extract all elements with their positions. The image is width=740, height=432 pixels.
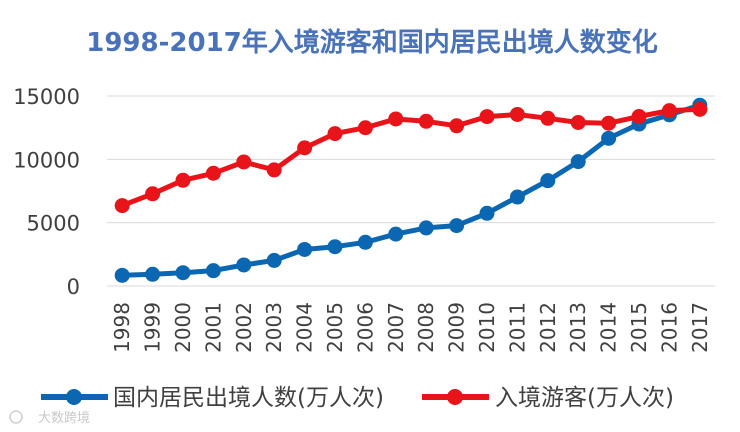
watermark: 大数跨境	[9, 410, 90, 426]
series-0-point-2011	[509, 189, 525, 205]
series-0-point-2014	[601, 130, 617, 146]
series-0-point-2001	[205, 263, 221, 279]
x-tick-label-2012: 2012	[536, 302, 560, 353]
legend: 国内居民出境人数(万人次) 入境游客(万人次)	[41, 385, 674, 411]
x-tick-label-2007: 2007	[384, 302, 408, 353]
series-1-point-1999	[145, 186, 161, 202]
series-0-line	[122, 102, 701, 278]
series-1-point-2017	[692, 101, 708, 117]
x-tick-label-2016: 2016	[657, 302, 681, 353]
series-0-point-2012	[540, 173, 556, 189]
series-0-point-2009	[449, 218, 465, 234]
y-tick-label-5000: 5000	[27, 212, 80, 236]
x-tick-label-2001: 2001	[201, 302, 225, 353]
y-axis-ticks: 0 5000 10000 15000	[13, 85, 80, 299]
x-tick-label-2000: 2000	[171, 302, 195, 353]
legend-outbound-label: 国内居民出境人数(万人次)	[113, 385, 384, 411]
x-tick-label-2015: 2015	[627, 302, 651, 353]
x-tick-label-2014: 2014	[597, 302, 621, 353]
x-tick-label-2008: 2008	[414, 302, 438, 353]
x-tick-label-2002: 2002	[232, 302, 256, 353]
series-1-point-2005	[327, 126, 343, 142]
series-1-point-2012	[540, 110, 556, 126]
series-1-point-2009	[449, 118, 465, 134]
watermark-logo-icon	[9, 410, 23, 424]
y-tick-label-15000: 15000	[13, 85, 80, 109]
x-tick-label-2017: 2017	[688, 302, 712, 353]
series-1-point-2016	[661, 103, 677, 119]
series-1-point-2006	[357, 120, 373, 136]
legend-outbound-marker	[66, 389, 82, 405]
x-tick-label-2005: 2005	[323, 302, 347, 353]
series-0-point-2002	[236, 257, 252, 273]
series-0-point-2004	[297, 241, 313, 257]
x-tick-label-2011: 2011	[505, 302, 529, 353]
series-1-point-2004	[297, 140, 313, 156]
series-0-point-2008	[418, 220, 434, 236]
y-tick-label-10000: 10000	[13, 148, 80, 172]
series-0	[114, 97, 708, 283]
series-1-point-2010	[479, 109, 495, 125]
series-0-point-2003	[266, 252, 282, 268]
series-0-point-2010	[479, 205, 495, 221]
series-1-point-2001	[205, 165, 221, 181]
series-1-point-2008	[418, 113, 434, 129]
legend-item-inbound: 入境游客(万人次)	[422, 385, 674, 411]
series-0-point-2006	[357, 234, 373, 250]
series-1-point-2015	[631, 108, 647, 124]
y-tick-label-0: 0	[67, 275, 80, 299]
series-1-point-2011	[509, 106, 525, 122]
legend-inbound-label: 入境游客(万人次)	[495, 385, 674, 411]
x-tick-label-1999: 1999	[141, 302, 165, 353]
series-1-point-1998	[114, 198, 130, 214]
x-tick-label-2003: 2003	[262, 302, 286, 353]
series-1-point-2013	[570, 114, 586, 130]
series-1-point-2007	[388, 111, 404, 127]
x-tick-label-1998: 1998	[110, 302, 134, 353]
series-0-point-1998	[114, 267, 130, 283]
x-tick-label-2013: 2013	[566, 302, 590, 353]
x-tick-label-2006: 2006	[353, 302, 377, 353]
series-0-point-2000	[175, 265, 191, 281]
x-tick-label-2010: 2010	[475, 302, 499, 353]
series-1-point-2002	[236, 154, 252, 170]
series-0-point-2007	[388, 226, 404, 242]
x-tick-label-2004: 2004	[293, 302, 317, 353]
series-1-point-2003	[266, 162, 282, 178]
series-1-point-2000	[175, 172, 191, 188]
series-layer	[114, 97, 708, 283]
series-1	[114, 101, 708, 214]
x-tick-label-2009: 2009	[445, 302, 469, 353]
series-0-point-2013	[570, 154, 586, 170]
grid-lines	[107, 95, 715, 287]
legend-item-outbound: 国内居民出境人数(万人次)	[41, 385, 384, 411]
series-0-point-2005	[327, 239, 343, 255]
legend-inbound-marker	[447, 389, 463, 405]
x-axis-ticks: 1998 1999 2000 2001 2002 2003 2004 2005 2006 2007…	[110, 302, 712, 353]
series-0-point-1999	[145, 266, 161, 282]
chart-title: 1998-2017年入境游客和国内居民出境人数变化	[86, 27, 658, 58]
series-1-point-2014	[601, 115, 617, 131]
watermark-text: 大数跨境	[38, 411, 90, 426]
